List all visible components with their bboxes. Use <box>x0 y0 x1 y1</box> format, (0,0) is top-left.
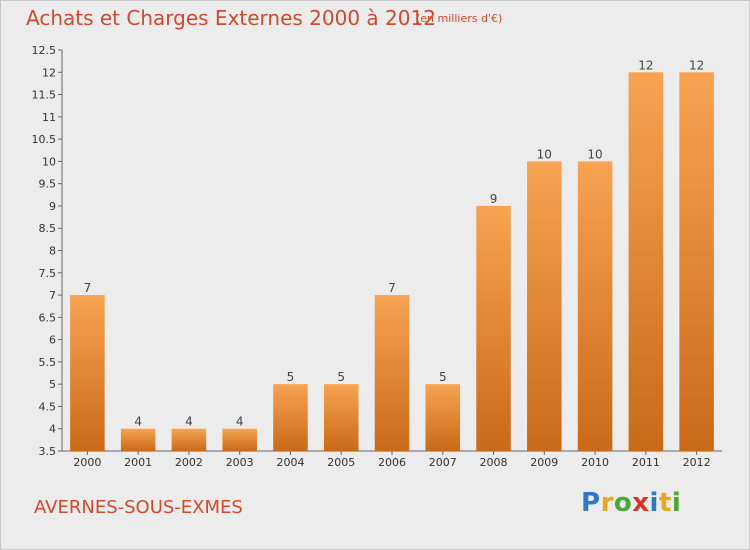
bar-value-label: 7 <box>388 281 396 295</box>
x-tick-label: 2004 <box>276 456 304 469</box>
bar-value-label: 5 <box>287 370 295 384</box>
x-tick-label: 2005 <box>327 456 355 469</box>
x-tick-label: 2012 <box>683 456 711 469</box>
y-tick-label: 8 <box>49 245 56 258</box>
x-tick-label: 2003 <box>226 456 254 469</box>
bar[interactable] <box>425 384 461 451</box>
bar-value-label: 7 <box>84 281 92 295</box>
x-tick-label: 2008 <box>480 456 508 469</box>
bar-value-label: 4 <box>236 415 244 429</box>
bar[interactable] <box>527 161 562 451</box>
chart-unit: (en milliers d'€) <box>416 12 503 25</box>
y-tick-label: 7 <box>49 289 56 302</box>
bar-value-label: 12 <box>689 58 704 72</box>
commune-name: AVERNES-SOUS-EXMES <box>34 497 243 518</box>
y-tick-label: 5 <box>49 378 56 391</box>
y-tick-label: 3.5 <box>39 445 57 458</box>
y-tick-label: 12 <box>42 66 56 79</box>
x-tick-label: 2000 <box>73 456 101 469</box>
brand-letter: i <box>649 488 659 518</box>
bar[interactable] <box>628 72 664 452</box>
bar-value-label: 9 <box>490 192 498 206</box>
bar[interactable] <box>577 161 613 451</box>
x-tick-label: 2009 <box>530 456 558 469</box>
brand-letter: o <box>613 488 633 518</box>
bar-value-label: 4 <box>185 415 193 429</box>
brand-letter: x <box>632 488 650 518</box>
bar-value-label: 10 <box>587 147 602 161</box>
bar-value-label: 5 <box>337 370 345 384</box>
y-tick-label: 6.5 <box>39 311 57 324</box>
bar[interactable] <box>171 428 207 451</box>
y-tick-label: 7.5 <box>39 267 57 280</box>
y-tick-label: 9 <box>49 200 56 213</box>
x-tick-label: 2002 <box>175 456 203 469</box>
x-tick-label: 2007 <box>429 456 457 469</box>
y-tick-label: 4 <box>49 423 56 436</box>
bar-value-label: 12 <box>638 58 653 72</box>
y-tick-label: 10.5 <box>32 133 57 146</box>
bar[interactable] <box>476 205 511 451</box>
y-tick-label: 11.5 <box>32 89 57 102</box>
brand-letter: P <box>581 488 601 518</box>
y-tick-label: 10 <box>42 155 56 168</box>
y-tick-label: 8.5 <box>39 222 57 235</box>
bar[interactable] <box>374 295 410 451</box>
chart-title: Achats et Charges Externes 2000 à 2012 <box>26 6 436 30</box>
bar[interactable] <box>679 72 714 452</box>
bar-value-label: 5 <box>439 370 447 384</box>
bar[interactable] <box>120 428 156 451</box>
bar[interactable] <box>323 384 359 451</box>
y-tick-label: 12.5 <box>32 44 57 57</box>
x-tick-label: 2011 <box>632 456 660 469</box>
bars <box>70 72 714 452</box>
y-tick-label: 9.5 <box>39 178 57 191</box>
brand-letter: i <box>671 488 682 518</box>
y-tick-label: 4.5 <box>39 400 57 413</box>
brand-letter: r <box>600 488 614 518</box>
x-tick-label: 2010 <box>581 456 609 469</box>
brand-letter: t <box>658 488 672 518</box>
bar[interactable] <box>273 384 308 451</box>
y-tick-label: 11 <box>42 111 56 124</box>
y-tick-label: 6 <box>49 334 56 347</box>
bar-value-label: 10 <box>537 147 552 161</box>
proxiti-logo[interactable]: Proxiti <box>581 488 681 518</box>
x-tick-label: 2001 <box>124 456 152 469</box>
x-tick-label: 2006 <box>378 456 406 469</box>
y-tick-label: 5.5 <box>39 356 57 369</box>
bar[interactable] <box>222 428 257 451</box>
data-labels: 7 4 4 4 5 5 7 5 9 10 10 12 12 <box>84 58 705 428</box>
bar-value-label: 4 <box>134 415 142 429</box>
bar[interactable] <box>70 295 105 451</box>
